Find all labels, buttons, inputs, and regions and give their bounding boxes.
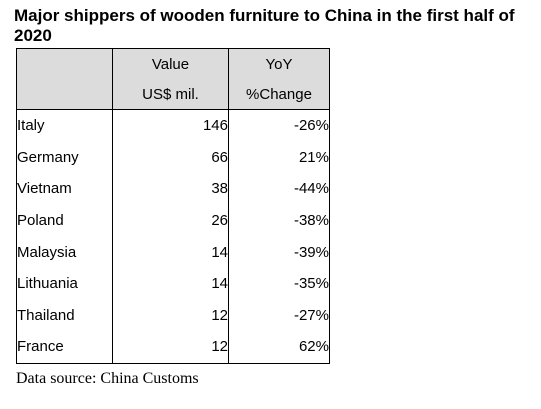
country-cell: France bbox=[16, 331, 113, 364]
header-yoy-unit: %Change bbox=[228, 79, 330, 110]
chart-title: Major shippers of wooden furniture to Ch… bbox=[14, 6, 515, 45]
change-cell: -39% bbox=[228, 236, 330, 268]
table-row: Malaysia 14 -39% bbox=[16, 236, 330, 268]
country-cell: Italy bbox=[16, 109, 113, 142]
change-cell: 21% bbox=[228, 141, 330, 174]
change-cell: 62% bbox=[228, 331, 330, 364]
table-header: Value YoY US$ mil. %Change bbox=[16, 48, 330, 110]
table-row: Lithuania 14 -35% bbox=[16, 267, 330, 300]
change-cell: -27% bbox=[228, 299, 330, 332]
table-row: Germany 66 21% bbox=[16, 141, 330, 174]
header-value: Value bbox=[112, 48, 229, 79]
country-cell: Vietnam bbox=[16, 173, 113, 205]
header-country-sub bbox=[16, 79, 113, 110]
change-cell: -44% bbox=[228, 173, 330, 205]
value-cell: 14 bbox=[112, 267, 229, 300]
value-cell: 66 bbox=[112, 141, 229, 174]
table-row: Poland 26 -38% bbox=[16, 204, 330, 237]
header-country bbox=[16, 48, 113, 79]
value-cell: 146 bbox=[112, 109, 229, 142]
country-cell: Thailand bbox=[16, 299, 113, 332]
header-value-unit: US$ mil. bbox=[112, 79, 229, 110]
value-cell: 12 bbox=[112, 331, 229, 364]
country-cell: Germany bbox=[16, 141, 113, 174]
table-row: Thailand 12 -27% bbox=[16, 299, 330, 332]
country-cell: Malaysia bbox=[16, 236, 113, 268]
data-source: Data source: China Customs bbox=[16, 370, 199, 387]
country-cell: Poland bbox=[16, 204, 113, 237]
table-row: Vietnam 38 -44% bbox=[16, 173, 330, 205]
value-cell: 14 bbox=[112, 236, 229, 268]
value-cell: 38 bbox=[112, 173, 229, 205]
change-cell: -26% bbox=[228, 109, 330, 142]
table-row: France 12 62% bbox=[16, 331, 330, 364]
value-cell: 12 bbox=[112, 299, 229, 332]
country-cell: Lithuania bbox=[16, 267, 113, 300]
table-body: Italy 146 -26% Germany 66 21% Vietnam 38 -44% Pol… bbox=[16, 109, 330, 364]
table-row: Italy 146 -26% bbox=[16, 109, 330, 142]
header-yoy: YoY bbox=[228, 48, 330, 79]
change-cell: -38% bbox=[228, 204, 330, 237]
change-cell: -35% bbox=[228, 267, 330, 300]
value-cell: 26 bbox=[112, 204, 229, 237]
data-table: Value YoY US$ mil. %Change Italy 146 -26% G… bbox=[16, 48, 330, 364]
